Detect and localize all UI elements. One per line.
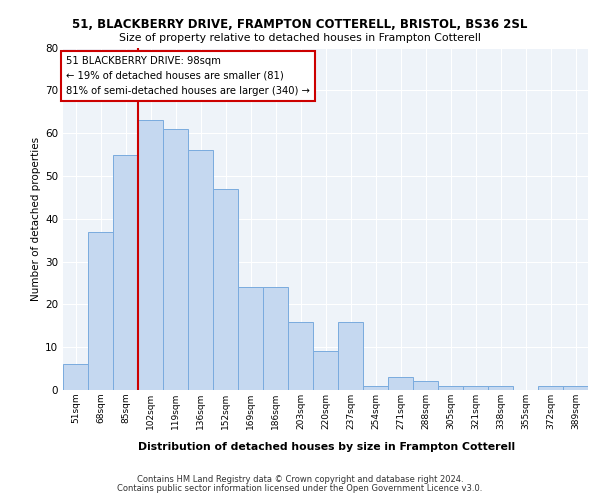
Bar <box>413 382 438 390</box>
Text: Distribution of detached houses by size in Frampton Cotterell: Distribution of detached houses by size … <box>139 442 515 452</box>
Bar <box>188 150 213 390</box>
Bar <box>538 386 563 390</box>
Text: Contains HM Land Registry data © Crown copyright and database right 2024.: Contains HM Land Registry data © Crown c… <box>137 475 463 484</box>
Bar <box>488 386 513 390</box>
Bar <box>263 287 288 390</box>
Bar <box>388 377 413 390</box>
Text: Size of property relative to detached houses in Frampton Cotterell: Size of property relative to detached ho… <box>119 33 481 43</box>
Bar <box>138 120 163 390</box>
Bar <box>363 386 388 390</box>
Text: 51 BLACKBERRY DRIVE: 98sqm
← 19% of detached houses are smaller (81)
81% of semi: 51 BLACKBERRY DRIVE: 98sqm ← 19% of deta… <box>65 56 310 96</box>
Bar <box>113 154 138 390</box>
Y-axis label: Number of detached properties: Number of detached properties <box>31 136 41 301</box>
Bar <box>163 129 188 390</box>
Bar <box>563 386 588 390</box>
Bar <box>313 352 338 390</box>
Text: 51, BLACKBERRY DRIVE, FRAMPTON COTTERELL, BRISTOL, BS36 2SL: 51, BLACKBERRY DRIVE, FRAMPTON COTTERELL… <box>73 18 527 30</box>
Bar <box>288 322 313 390</box>
Bar <box>338 322 363 390</box>
Bar <box>238 287 263 390</box>
Bar <box>88 232 113 390</box>
Bar <box>463 386 488 390</box>
Bar <box>438 386 463 390</box>
Bar <box>63 364 88 390</box>
Bar <box>213 189 238 390</box>
Text: Contains public sector information licensed under the Open Government Licence v3: Contains public sector information licen… <box>118 484 482 493</box>
